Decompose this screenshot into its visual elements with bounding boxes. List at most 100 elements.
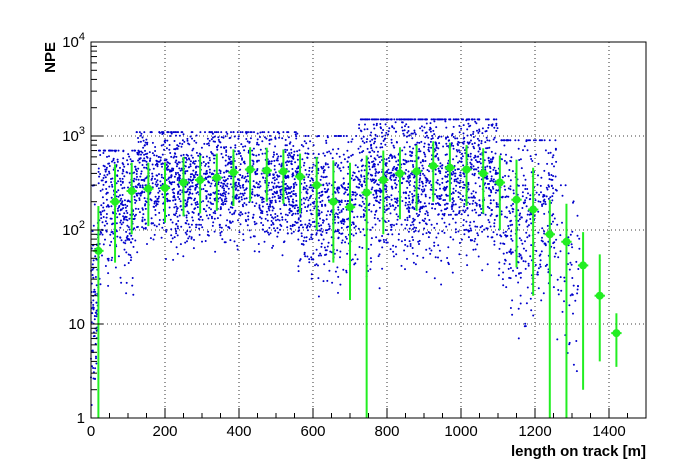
scatter-point — [178, 214, 181, 217]
scatter-point — [486, 183, 489, 185]
scatter-point — [277, 155, 280, 158]
scatter-point — [178, 198, 181, 200]
scatter-point — [249, 137, 252, 140]
scatter-point — [291, 173, 294, 176]
scatter-point — [279, 191, 282, 193]
scatter-point — [440, 259, 443, 262]
scatter-point — [309, 203, 312, 206]
scatter-point — [368, 165, 371, 168]
scatter-point — [119, 221, 122, 224]
scatter-point — [195, 165, 198, 168]
scatter-point — [176, 207, 179, 210]
scatter-point — [189, 175, 192, 178]
scatter-point — [543, 242, 546, 245]
scatter-point — [190, 237, 193, 240]
scatter-point — [518, 237, 521, 240]
scatter-point — [523, 325, 526, 328]
scatter-point — [154, 183, 157, 186]
scatter-point — [409, 150, 412, 153]
scatter-point — [303, 236, 306, 239]
scatter-point — [171, 188, 174, 191]
scatter-point — [527, 192, 529, 195]
scatter-point — [177, 171, 179, 174]
scatter-point — [534, 264, 537, 266]
scatter-point — [230, 177, 233, 180]
scatter-point — [486, 205, 489, 208]
scatter-point — [413, 226, 416, 229]
scatter-point — [177, 227, 179, 230]
scatter-point — [105, 213, 108, 215]
scatter-point — [256, 169, 259, 172]
profile-marker — [529, 205, 538, 214]
scatter-point — [493, 126, 496, 129]
scatter-point — [413, 181, 416, 184]
scatter-point — [373, 137, 376, 140]
scatter-point — [266, 219, 269, 222]
scatter-point — [480, 140, 483, 142]
profile-point — [194, 155, 206, 214]
scatter-point — [390, 138, 393, 141]
scatter-point — [402, 191, 405, 194]
scatter-point — [208, 168, 211, 171]
scatter-point — [102, 243, 105, 246]
scatter-point — [208, 139, 211, 142]
scatter-point — [435, 126, 438, 129]
scatter-point — [263, 240, 266, 243]
scatter-point — [271, 181, 273, 184]
scatter-point — [365, 140, 368, 143]
scatter-point — [275, 178, 278, 181]
scatter-point — [404, 218, 407, 221]
scatter-point — [366, 118, 369, 121]
scatter-point — [462, 181, 465, 184]
scatter-point — [462, 209, 465, 212]
scatter-point — [370, 243, 373, 246]
scatter-point — [430, 146, 433, 149]
scatter-point — [190, 185, 192, 188]
scatter-point — [548, 185, 550, 188]
scatter-point — [281, 137, 284, 140]
scatter-point — [421, 129, 424, 132]
scatter-point — [273, 179, 276, 182]
scatter-point — [472, 165, 475, 168]
scatter-point — [322, 165, 325, 168]
scatter-point — [445, 142, 448, 145]
scatter-point — [363, 175, 366, 178]
scatter-point — [158, 223, 161, 226]
scatter-point — [339, 203, 342, 206]
scatter-point — [517, 209, 520, 212]
scatter-point — [342, 268, 345, 271]
scatter-point — [539, 200, 542, 203]
scatter-point — [469, 155, 472, 158]
scatter-point — [508, 169, 511, 171]
scatter-point — [220, 131, 223, 134]
scatter-point — [323, 154, 326, 157]
scatter-point — [303, 178, 306, 181]
scatter-point — [424, 176, 427, 179]
scatter-point — [419, 201, 422, 204]
scatter-point — [350, 154, 353, 157]
scatter-point — [323, 169, 326, 172]
scatter-point — [463, 175, 466, 178]
scatter-point — [420, 118, 423, 121]
scatter-point — [193, 208, 196, 210]
scatter-point — [208, 144, 211, 147]
scatter-point — [288, 160, 291, 163]
scatter-point — [328, 260, 331, 263]
scatter-point — [492, 187, 495, 190]
scatter-point — [304, 187, 307, 190]
scatter-point — [227, 161, 230, 164]
scatter-point — [501, 195, 504, 198]
scatter-point — [463, 149, 466, 152]
scatter-point — [240, 143, 243, 146]
scatter-point — [490, 189, 493, 192]
scatter-point — [223, 171, 225, 174]
scatter-point — [310, 233, 313, 236]
scatter-point — [505, 251, 508, 254]
scatter-point — [577, 268, 580, 270]
scatter-point — [402, 132, 405, 135]
scatter-point — [443, 186, 446, 189]
scatter-point — [403, 134, 406, 137]
scatter-point — [174, 199, 177, 201]
scatter-point — [429, 232, 431, 234]
scatter-point — [110, 181, 113, 184]
